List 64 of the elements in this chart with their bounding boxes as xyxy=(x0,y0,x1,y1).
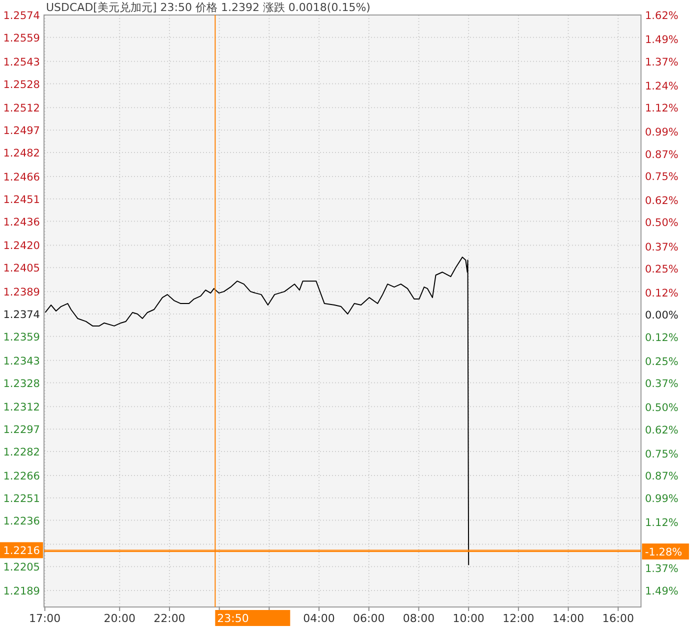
y2-tick-label: 0.00% xyxy=(645,310,678,322)
y-tick-label: 1.2359 xyxy=(3,331,40,344)
ref-line-label: -1.28% xyxy=(645,546,682,558)
y2-tick-label: 0.87% xyxy=(645,470,678,483)
y2-tick-label: 1.62% xyxy=(645,10,678,22)
x-tick-label: 06:00 xyxy=(353,612,385,625)
y-tick-label: 1.2512 xyxy=(3,102,40,115)
y-tick-label: 1.2343 xyxy=(3,355,40,368)
y-tick-label: 1.2420 xyxy=(3,240,40,252)
x-tick-label: 20:00 xyxy=(104,612,136,625)
y-tick-label: 1.2436 xyxy=(3,216,40,228)
y2-tick-label: 0.75% xyxy=(645,448,678,460)
y-tick-label: 1.2466 xyxy=(3,171,40,184)
y2-tick-label: 0.75% xyxy=(645,170,678,183)
x-tick-label: 12:00 xyxy=(502,612,534,625)
y-tick-label: 1.2205 xyxy=(3,562,40,574)
y-tick-label: 1.2389 xyxy=(3,286,40,299)
x-tick-label: 08:00 xyxy=(402,612,435,625)
y2-tick-label: 0.37% xyxy=(645,241,678,254)
y-tick-label: 1.2482 xyxy=(3,148,40,160)
y2-tick-label: 0.12% xyxy=(645,288,678,300)
x-tick-label: 04:00 xyxy=(303,612,335,625)
y-tick-label: 1.2559 xyxy=(3,32,40,44)
ref-line-label: 23:50 xyxy=(217,612,249,625)
y2-tick-label: 0.25% xyxy=(645,356,678,368)
x-tick-label: 22:00 xyxy=(154,612,186,625)
y-tick-label: 1.2328 xyxy=(3,378,40,390)
y2-tick-label: 1.24% xyxy=(645,80,678,92)
y-tick-label: 1.2297 xyxy=(3,424,40,436)
y-tick-label: 1.2528 xyxy=(3,78,40,91)
y-tick-label: 1.2451 xyxy=(3,194,40,206)
y2-tick-label: 1.37% xyxy=(645,563,678,576)
chart-title: USDCAD[美元兑加元] 23:50 价格 1.2392 涨跌 0.0018(0.15%) xyxy=(46,1,370,14)
y2-tick-label: 0.25% xyxy=(645,263,678,276)
y2-tick-label: 1.12% xyxy=(645,516,678,529)
y2-tick-label: 0.50% xyxy=(645,217,678,230)
y-tick-label: 1.2574 xyxy=(3,10,40,22)
x-tick-label: 10:00 xyxy=(452,612,484,625)
y-tick-label: 1.2266 xyxy=(3,470,40,482)
ref-line-label: 1.2216 xyxy=(3,545,40,558)
y-tick-label: 1.2251 xyxy=(3,492,40,505)
y2-tick-label: 1.12% xyxy=(645,102,678,114)
x-tick-label: 14:00 xyxy=(552,612,584,625)
y2-tick-label: 1.37% xyxy=(645,56,678,68)
y-tick-label: 1.2189 xyxy=(3,586,40,598)
x-tick-label: 16:00 xyxy=(602,612,634,625)
y2-tick-label: 0.12% xyxy=(645,332,678,344)
y-tick-label: 1.2236 xyxy=(3,515,40,528)
y2-tick-label: 0.50% xyxy=(645,402,678,414)
y2-tick-label: 0.87% xyxy=(645,148,678,161)
y-tick-label: 1.2312 xyxy=(3,402,40,414)
y-tick-label: 1.2374 xyxy=(3,308,40,321)
y-tick-label: 1.2405 xyxy=(3,262,40,275)
y2-tick-label: 1.49% xyxy=(645,34,678,46)
y2-tick-label: 1.49% xyxy=(645,585,678,598)
y-tick-label: 1.2543 xyxy=(3,56,40,68)
y2-tick-label: 0.99% xyxy=(645,126,678,139)
y2-tick-label: 0.37% xyxy=(645,378,678,390)
y-tick-label: 1.2282 xyxy=(3,446,40,459)
y-tick-label: 1.2497 xyxy=(3,125,40,138)
y2-tick-label: 0.99% xyxy=(645,492,678,505)
y2-tick-label: 0.62% xyxy=(645,195,678,207)
x-tick-label: 17:00 xyxy=(28,612,61,625)
y2-tick-label: 0.62% xyxy=(645,424,678,436)
